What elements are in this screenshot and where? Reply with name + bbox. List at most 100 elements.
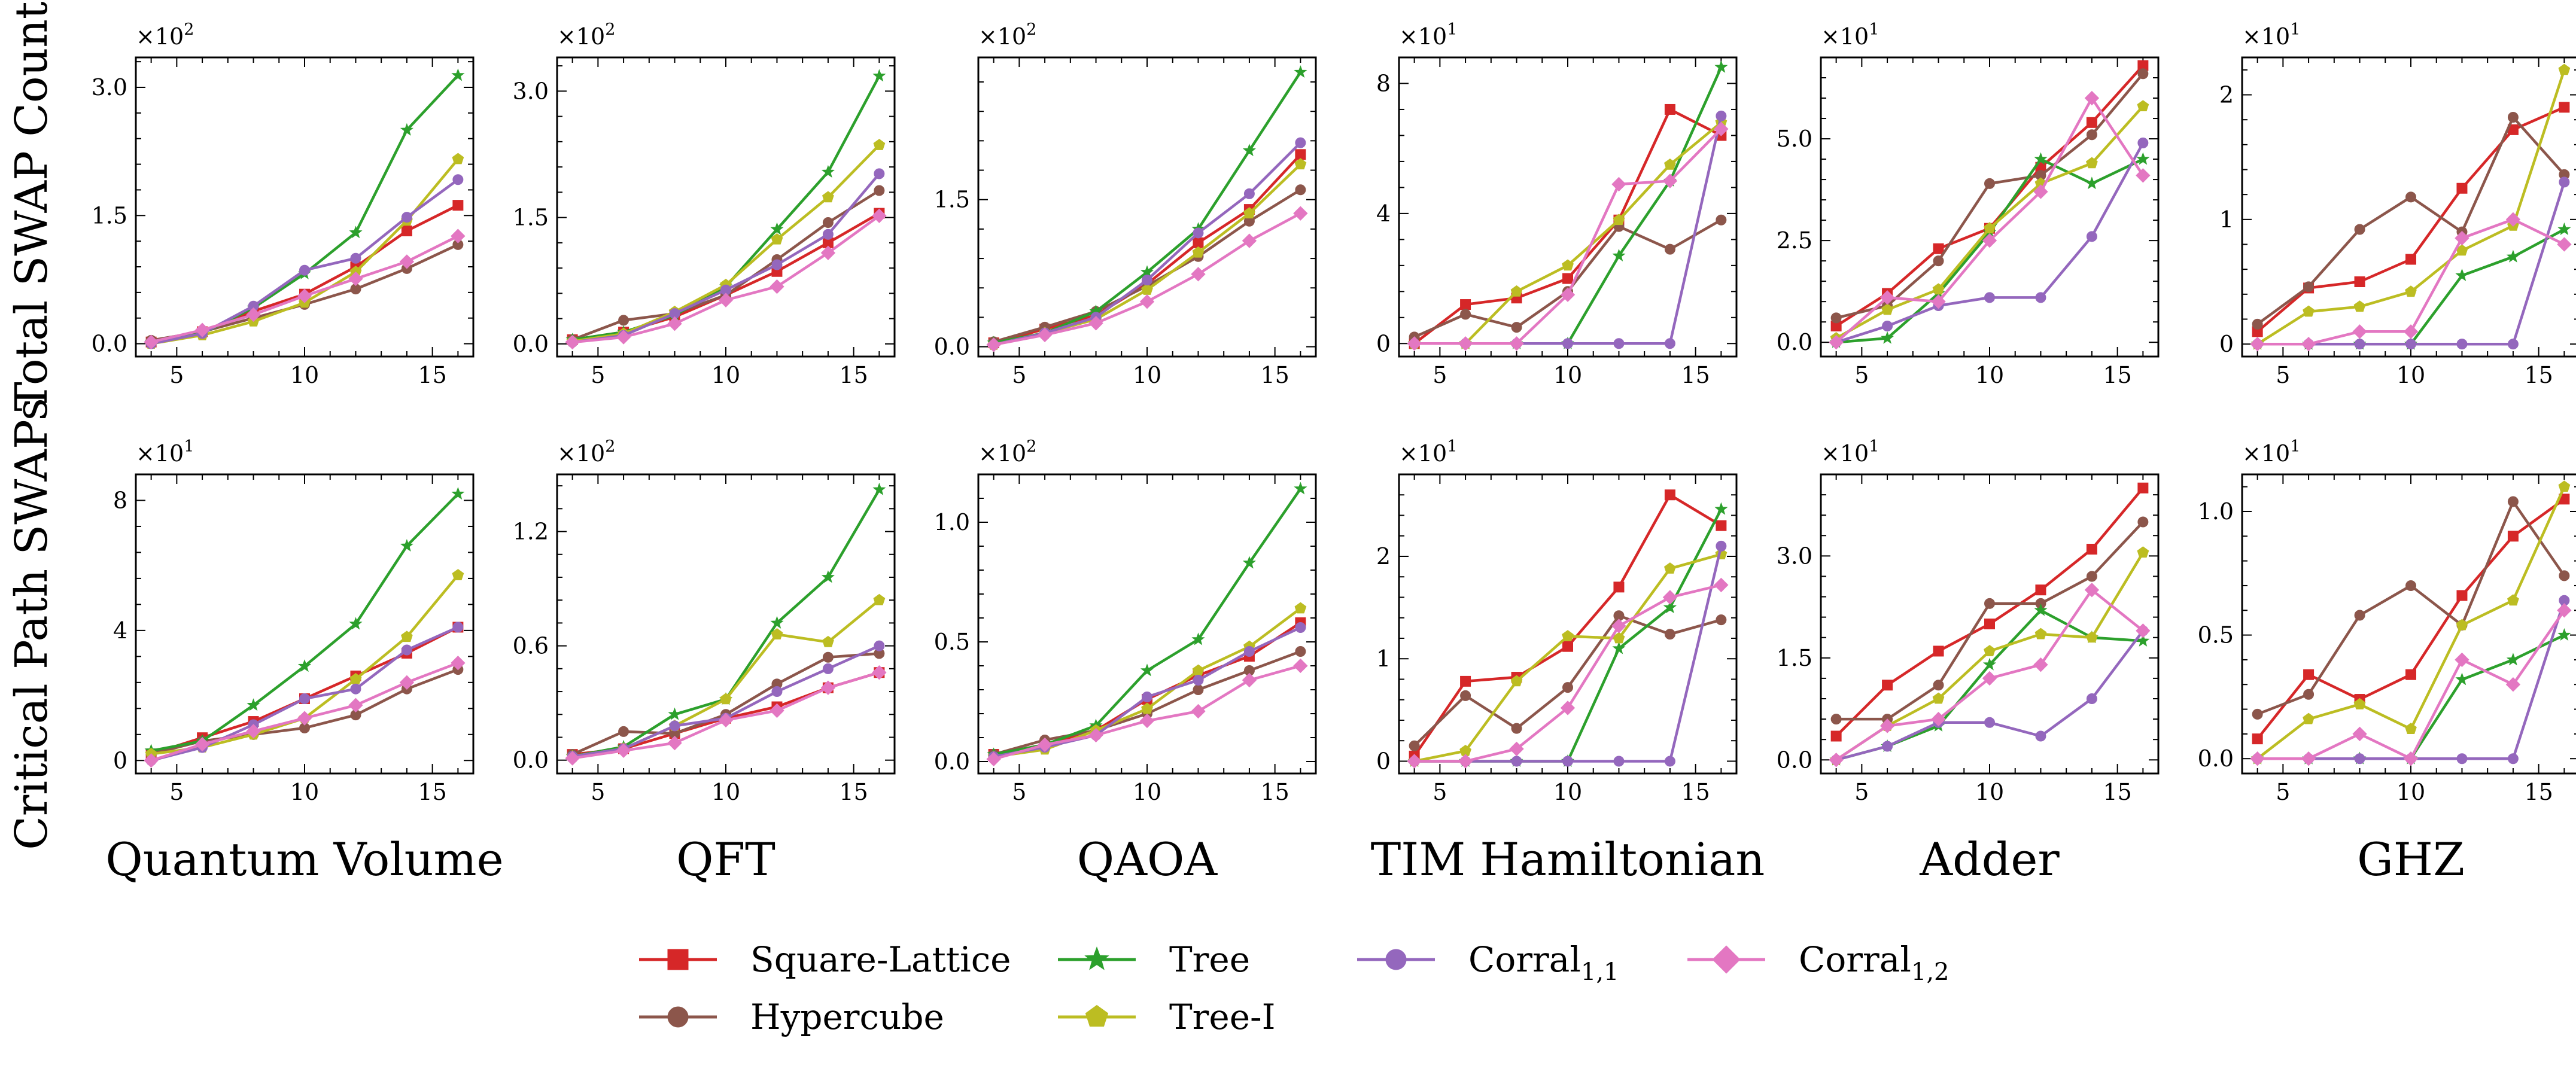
data-point-tree-i bbox=[1984, 645, 1996, 656]
data-point-square-lattice bbox=[2507, 531, 2519, 542]
x-tick-label: 10 bbox=[1975, 779, 2004, 805]
data-point-square-lattice bbox=[1562, 641, 1573, 652]
data-point-tree bbox=[1612, 641, 1626, 654]
y-exponent-label: ×102 bbox=[136, 20, 194, 50]
data-point-tree-i bbox=[720, 693, 732, 705]
data-point-tree bbox=[1294, 482, 1307, 495]
y-tick-label: 0 bbox=[2219, 331, 2234, 357]
data-point-corral-1-1 bbox=[299, 264, 310, 276]
data-point-corral-1-2 bbox=[2505, 212, 2521, 227]
data-point-corral-1-2 bbox=[2352, 324, 2367, 339]
data-point-corral-1-1 bbox=[2354, 753, 2365, 765]
data-point-corral-1-1 bbox=[1193, 227, 1204, 239]
data-point-square-lattice bbox=[2456, 590, 2468, 601]
data-point-tree bbox=[770, 616, 784, 629]
x-tick-label: 15 bbox=[1681, 779, 1710, 805]
data-point-hypercube bbox=[2405, 580, 2416, 591]
y-tick-label: 1.5 bbox=[513, 205, 549, 231]
data-point-corral-1-2 bbox=[2084, 90, 2100, 106]
y-exponent-label: ×102 bbox=[978, 437, 1036, 467]
data-point-corral-1-2 bbox=[616, 743, 631, 758]
data-point-corral-1-1 bbox=[1193, 675, 1204, 686]
data-point-hypercube bbox=[1193, 684, 1204, 695]
data-point-tree bbox=[349, 617, 363, 630]
x-tick-label: 10 bbox=[1553, 362, 1582, 388]
data-point-corral-1-1 bbox=[401, 644, 412, 656]
y-tick-label: 0.0 bbox=[92, 331, 127, 357]
data-point-square-lattice bbox=[2137, 482, 2149, 494]
data-point-corral-1-2 bbox=[565, 334, 580, 350]
data-point-tree-i bbox=[2405, 285, 2417, 297]
data-point-tree-i bbox=[2507, 594, 2519, 606]
data-point-corral-1-1 bbox=[2507, 339, 2519, 350]
data-point-tree bbox=[1982, 657, 1997, 671]
data-point-corral-1-1 bbox=[2086, 693, 2097, 704]
data-point-corral-1-2 bbox=[1407, 754, 1422, 769]
x-tick-label: 15 bbox=[2103, 779, 2131, 805]
data-point-corral-1-2 bbox=[399, 254, 415, 269]
data-point-square-lattice bbox=[1830, 730, 1842, 742]
data-point-corral-1-2 bbox=[770, 703, 784, 718]
data-point-corral-1-2 bbox=[2455, 230, 2469, 246]
data-point-corral-1-1 bbox=[2507, 753, 2519, 765]
x-tick-label: 15 bbox=[1260, 362, 1289, 388]
x-tick-label: 5 bbox=[169, 779, 184, 805]
data-point-hypercube bbox=[2303, 281, 2315, 293]
y-tick-label: 0.0 bbox=[2198, 745, 2234, 772]
data-point-corral-1-2 bbox=[297, 711, 312, 726]
data-point-tree bbox=[1612, 248, 1626, 261]
data-point-corral-1-2 bbox=[1191, 267, 1206, 282]
data-point-hypercube bbox=[2086, 129, 2097, 141]
data-point-tree-i bbox=[1932, 283, 1945, 295]
data-point-corral-1-1 bbox=[1716, 110, 1727, 121]
data-point-corral-1-1 bbox=[874, 640, 885, 651]
x-tick-label: 5 bbox=[1854, 779, 1869, 805]
y-tick-label: 2.5 bbox=[1777, 227, 1812, 254]
y-exponent-label: ×101 bbox=[1399, 20, 1457, 50]
y-tick-label: 0.0 bbox=[934, 748, 970, 775]
y-exponent-label: ×102 bbox=[557, 437, 615, 467]
x-tick-label: 5 bbox=[591, 362, 605, 388]
panel-title-tim-hamiltonian: TIM Hamiltonian bbox=[1371, 833, 1765, 886]
data-point-tree-i bbox=[1192, 246, 1205, 258]
x-tick-label: 10 bbox=[1133, 779, 1161, 805]
y-exponent-label: ×101 bbox=[1821, 20, 1879, 50]
data-point-tree bbox=[1191, 632, 1205, 645]
data-point-corral-1-2 bbox=[2352, 726, 2367, 742]
data-point-hypercube bbox=[1460, 690, 1471, 701]
data-point-tree bbox=[668, 707, 682, 720]
data-point-tree bbox=[1714, 60, 1728, 73]
data-point-square-lattice bbox=[452, 200, 464, 211]
data-point-corral-1-1 bbox=[669, 720, 680, 732]
data-point-hypercube bbox=[2252, 318, 2263, 330]
data-point-corral-1-2 bbox=[399, 675, 415, 690]
data-point-tree bbox=[1242, 556, 1256, 569]
data-point-tree bbox=[297, 659, 312, 672]
data-point-square-lattice bbox=[1984, 619, 1995, 629]
panel-title-qft: QFT bbox=[676, 833, 775, 886]
data-point-square-lattice bbox=[1460, 299, 1471, 310]
y-tick-label: 3.0 bbox=[513, 78, 549, 104]
data-point-corral-1-2 bbox=[1242, 672, 1257, 688]
data-point-hypercube bbox=[1933, 680, 1944, 691]
data-point-corral-1-2 bbox=[2557, 603, 2572, 618]
data-point-tree-i bbox=[1664, 562, 1676, 574]
data-point-tree bbox=[1294, 65, 1307, 78]
data-point-corral-1-2 bbox=[1037, 737, 1053, 753]
data-point-corral-1-2 bbox=[1139, 713, 1155, 729]
data-point-corral-1-2 bbox=[144, 753, 159, 768]
panel-title-adder: Adder bbox=[1919, 833, 2060, 886]
data-point-tree-i bbox=[2456, 619, 2468, 631]
x-tick-label: 10 bbox=[1553, 779, 1582, 805]
data-point-corral-1-1 bbox=[1613, 338, 1625, 349]
data-point-corral-1-2 bbox=[565, 751, 580, 766]
data-point-corral-1-2 bbox=[986, 751, 1001, 767]
data-point-corral-1-1 bbox=[1882, 741, 1893, 752]
legend-label: Corral1,1 bbox=[1468, 939, 1619, 986]
panel-title-qaoa: QAOA bbox=[1077, 833, 1218, 886]
data-point-tree bbox=[1242, 144, 1256, 157]
y-tick-label: 1.5 bbox=[934, 187, 970, 213]
data-point-corral-1-2 bbox=[667, 735, 682, 751]
data-point-corral-1-2 bbox=[1037, 327, 1053, 343]
data-point-corral-1-2 bbox=[451, 656, 466, 671]
